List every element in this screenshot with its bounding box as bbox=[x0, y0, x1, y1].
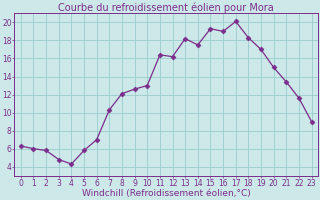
Title: Courbe du refroidissement éolien pour Mora: Courbe du refroidissement éolien pour Mo… bbox=[58, 2, 274, 13]
X-axis label: Windchill (Refroidissement éolien,°C): Windchill (Refroidissement éolien,°C) bbox=[82, 189, 251, 198]
